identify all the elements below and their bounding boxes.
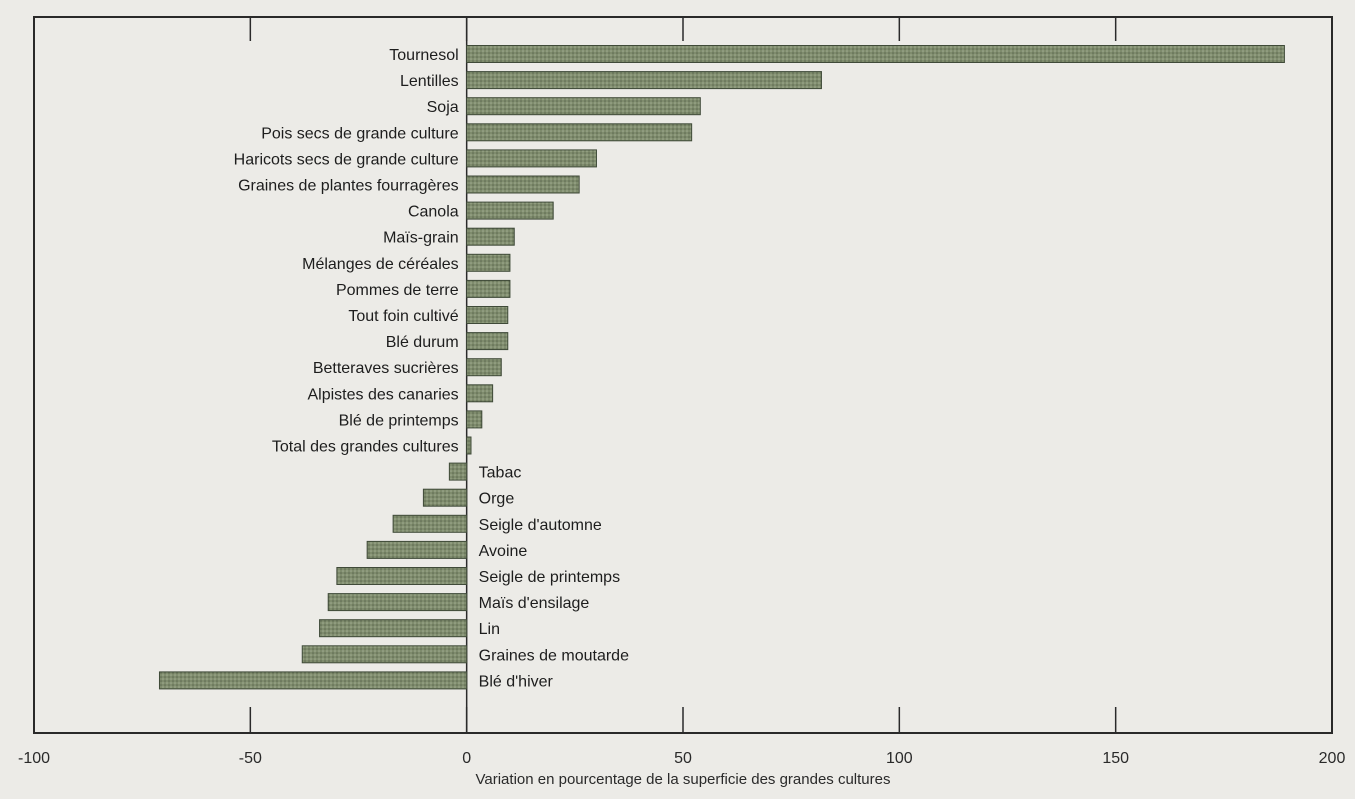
- category-label-tournesol: Tournesol: [389, 47, 458, 64]
- category-label-mais-d-ensilage: Maïs d'ensilage: [479, 595, 590, 612]
- x-tick-label: 50: [674, 750, 692, 767]
- bar-avoine: [366, 540, 468, 559]
- bar-seigle-d-automne: [392, 514, 468, 533]
- category-label-melanges-de-cereales: Mélanges de céréales: [302, 256, 459, 273]
- bar-haricots-secs-de-grande-culture: [466, 149, 597, 168]
- x-tick-label: -100: [18, 750, 50, 767]
- category-label-ble-d-hiver: Blé d'hiver: [479, 673, 554, 690]
- category-label-ble-de-printemps: Blé de printemps: [339, 412, 459, 429]
- category-label-pois-secs-de-grande-culture: Pois secs de grande culture: [261, 125, 459, 142]
- category-label-total-des-grandes-cultures: Total des grandes cultures: [272, 439, 459, 456]
- bar-lin: [319, 619, 468, 638]
- x-tick-label: 0: [462, 750, 471, 767]
- bar-alpistes-des-canaries: [466, 384, 494, 403]
- bar-mais-grain: [466, 227, 515, 246]
- bar-pommes-de-terre: [466, 279, 511, 298]
- bar-ble-durum: [466, 332, 509, 351]
- bar-lentilles: [466, 71, 822, 90]
- x-axis-title: Variation en pourcentage de la superfici…: [476, 771, 891, 788]
- category-label-pommes-de-terre: Pommes de terre: [336, 282, 459, 299]
- bar-tournesol: [466, 45, 1285, 63]
- bar-ble-de-printemps: [466, 410, 483, 429]
- bar-pois-secs-de-grande-culture: [466, 123, 693, 142]
- category-label-seigle-de-printemps: Seigle de printemps: [479, 569, 620, 586]
- category-label-orge: Orge: [479, 491, 515, 508]
- category-label-lentilles: Lentilles: [400, 73, 459, 90]
- category-label-canola: Canola: [408, 204, 459, 221]
- category-label-alpistes-des-canaries: Alpistes des canaries: [307, 386, 458, 403]
- category-label-graines-de-plantes-fourrageres: Graines de plantes fourragères: [238, 178, 459, 195]
- category-label-tout-foin-cultive: Tout foin cultivé: [348, 308, 458, 325]
- category-label-graines-de-moutarde: Graines de moutarde: [479, 647, 629, 664]
- bar-seigle-de-printemps: [336, 567, 468, 585]
- category-label-betteraves-sucrieres: Betteraves sucrières: [313, 360, 459, 377]
- bar-tout-foin-cultive: [466, 306, 509, 324]
- bar-soja: [466, 97, 701, 116]
- category-label-soja: Soja: [427, 99, 459, 116]
- x-tick-label: 100: [886, 750, 913, 767]
- bar-tabac: [448, 462, 468, 481]
- category-label-avoine: Avoine: [479, 543, 528, 560]
- bar-graines-de-moutarde: [301, 645, 468, 664]
- bar-total-des-grandes-cultures: [466, 436, 472, 455]
- bar-mais-d-ensilage: [327, 593, 468, 612]
- bar-orge: [422, 488, 468, 507]
- category-label-ble-durum: Blé durum: [386, 334, 459, 351]
- category-label-tabac: Tabac: [479, 465, 522, 482]
- bar-ble-d-hiver: [158, 671, 468, 690]
- category-label-mais-grain: Maïs-grain: [383, 230, 459, 247]
- category-label-seigle-d-automne: Seigle d'automne: [479, 517, 602, 534]
- bar-canola: [466, 201, 554, 220]
- bar-graines-de-plantes-fourrageres: [466, 175, 580, 194]
- x-tick-label: 150: [1102, 750, 1129, 767]
- category-label-lin: Lin: [479, 621, 500, 638]
- x-tick-label: 200: [1319, 750, 1346, 767]
- x-tick-label: -50: [239, 750, 262, 767]
- bar-betteraves-sucrieres: [466, 358, 502, 377]
- category-label-haricots-secs-de-grande-culture: Haricots secs de grande culture: [234, 151, 459, 168]
- bar-melanges-de-cereales: [466, 253, 511, 272]
